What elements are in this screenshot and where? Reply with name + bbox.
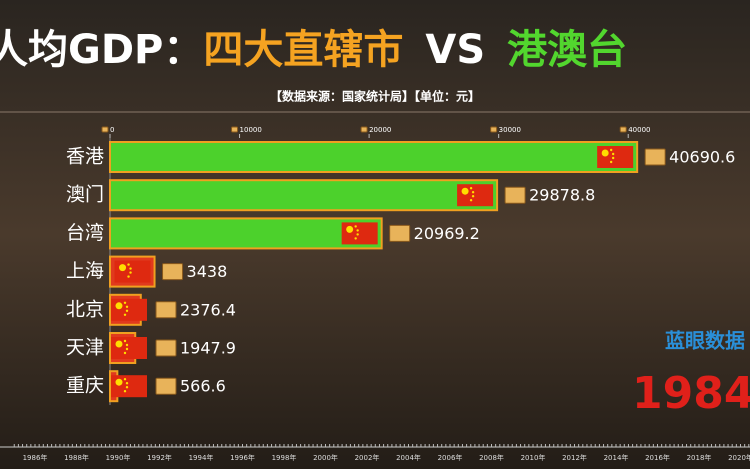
flag-star (356, 229, 359, 232)
x-tick-label: 30000 (499, 126, 521, 134)
flag-star (129, 271, 132, 274)
flag-star (469, 199, 473, 202)
watermark: 蓝眼数据 (665, 329, 745, 353)
flag-star (127, 263, 130, 266)
y-tick-label: 重庆 (66, 375, 104, 397)
flag-star (125, 347, 129, 351)
timeline-label: 2004年 (396, 453, 421, 462)
coin-icon (644, 148, 666, 166)
flag (111, 375, 147, 398)
y-tick-label: 香港 (66, 146, 104, 168)
coin-icon (504, 186, 526, 204)
timeline-label: 2020年 (728, 453, 750, 462)
flag-star (125, 382, 129, 385)
flag-star (115, 302, 123, 310)
coin-icon (619, 126, 627, 133)
value-label: 1947.9 (180, 339, 236, 358)
bar (109, 141, 639, 173)
flag-star (471, 195, 475, 198)
y-tick-label: 上海 (66, 260, 104, 282)
flag (341, 222, 378, 245)
coin-icon (155, 301, 177, 319)
coin-icon (155, 339, 177, 357)
flag-star (601, 149, 609, 157)
y-tick-label: 澳门 (66, 184, 104, 206)
timeline-label: 1998年 (272, 453, 297, 462)
timeline-label: 1996年 (230, 453, 255, 462)
timeline-label: 2014年 (604, 453, 629, 462)
flag (597, 146, 634, 168)
timeline-label: 2000年 (313, 453, 338, 462)
x-tick-label: 0 (110, 126, 114, 134)
y-tick-label: 台湾 (66, 222, 104, 244)
timeline-label: 2002年 (355, 453, 380, 462)
timeline-label: 1990年 (106, 453, 131, 462)
flag-star (611, 152, 615, 156)
flag-star (123, 390, 127, 393)
coin-icon (155, 377, 177, 395)
flag-star (115, 340, 123, 348)
coin-icon (490, 126, 498, 133)
coin-icon (231, 126, 239, 133)
flag-star (125, 305, 129, 308)
flag-star (123, 339, 127, 343)
flag-star (609, 160, 613, 164)
timeline-label: 2012年 (562, 453, 587, 462)
value-label: 29878.8 (529, 186, 595, 205)
flag-star (471, 191, 475, 194)
flag (111, 337, 147, 359)
current-year: 1984年 (632, 368, 750, 419)
flag-star (356, 233, 359, 236)
value-label: 20969.2 (414, 224, 480, 243)
flag-star (609, 148, 613, 152)
flag-star (125, 343, 129, 347)
timeline-label: 2018年 (687, 453, 712, 462)
timeline-label: 2010年 (521, 453, 546, 462)
timeline-label: 2016年 (645, 453, 670, 462)
flag-star (127, 275, 130, 278)
value-label: 2376.4 (180, 300, 236, 319)
flag-star (354, 225, 357, 228)
timeline-label: 2008年 (479, 453, 504, 462)
bar (109, 217, 383, 250)
flag-star (119, 264, 127, 272)
flag-star (461, 187, 469, 195)
flag-star (125, 309, 129, 312)
y-tick-label: 天津 (66, 337, 104, 359)
y-tick-label: 北京 (66, 298, 104, 320)
chart-title: 人均GDP：四大直辖市 VS 港澳台 (0, 27, 627, 73)
timeline-label: 1994年 (189, 453, 214, 462)
timeline-label: 2006年 (438, 453, 463, 462)
flag (457, 184, 494, 207)
subtitle: 【数据来源：国家统计局】【单位：元】 (270, 89, 480, 104)
flag-star (115, 378, 123, 386)
flag (114, 260, 151, 283)
flag-star (123, 313, 127, 316)
flag-star (123, 301, 127, 304)
value-label: 3438 (187, 262, 228, 281)
flag (111, 298, 147, 321)
flag-star (354, 237, 357, 240)
x-tick-label: 40000 (628, 126, 650, 134)
bar (109, 179, 499, 212)
flag-star (123, 378, 127, 381)
coin-icon (101, 126, 109, 133)
value-label: 40690.6 (669, 148, 735, 167)
flag-star (611, 156, 615, 160)
coin-icon (360, 126, 368, 133)
flag-star (125, 386, 129, 389)
x-tick-label: 20000 (369, 126, 391, 134)
timeline-label: 1986年 (23, 453, 48, 462)
flag-star (123, 351, 127, 355)
timeline-label: 1988年 (64, 453, 89, 462)
coin-icon (389, 224, 411, 242)
timeline-label: 1992年 (147, 453, 172, 462)
coin-icon (162, 263, 184, 281)
flag-star (469, 187, 473, 190)
value-label: 566.6 (180, 377, 226, 396)
flag-star (129, 267, 132, 270)
flag-star (346, 225, 354, 233)
x-tick-label: 10000 (240, 126, 262, 134)
